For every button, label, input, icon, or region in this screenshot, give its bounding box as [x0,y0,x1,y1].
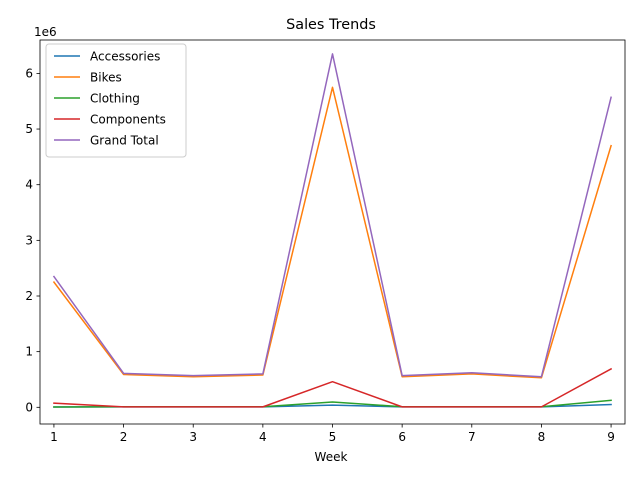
y-tick-label: 4 [25,178,33,192]
x-tick-label: 5 [329,430,337,444]
x-tick-label: 9 [607,430,615,444]
legend-box [45,43,187,158]
y-tick-label: 3 [25,233,33,247]
x-tick-label: 8 [538,430,546,444]
legend-label: Grand Total [90,134,159,148]
y-tick-label: 6 [25,66,33,80]
y-tick-label: 5 [25,122,33,136]
plot-area: 1 2 3 4 5 6 7 8 9 0 1 2 3 4 5 6 [25,39,626,444]
x-tick-label: 7 [468,430,476,444]
y-tick-label: 1 [25,345,33,359]
y-tick-label: 2 [25,289,33,303]
y-axis-offset-label: 1e6 [34,25,57,39]
series-line-bikes [52,86,613,379]
chart-title: Sales Trends [286,17,376,33]
legend: Accessories Bikes Clothing Components Grand … [45,43,187,158]
x-tick-label: 1 [50,430,58,444]
legend-label: Accessories [90,50,160,64]
x-tick-label: 2 [120,430,128,444]
x-tick-label: 6 [398,430,406,444]
x-axis-label: Week [315,450,348,464]
y-tick-label: 0 [25,400,33,414]
legend-label: Components [90,113,166,127]
legend-label: Clothing [90,92,140,106]
series-line-clothing [53,399,612,408]
legend-label: Bikes [90,71,122,85]
x-tick-label: 4 [259,430,267,444]
series-line-components [53,367,613,408]
series-line-grand-total [52,53,612,378]
x-tick-label: 3 [189,430,197,444]
